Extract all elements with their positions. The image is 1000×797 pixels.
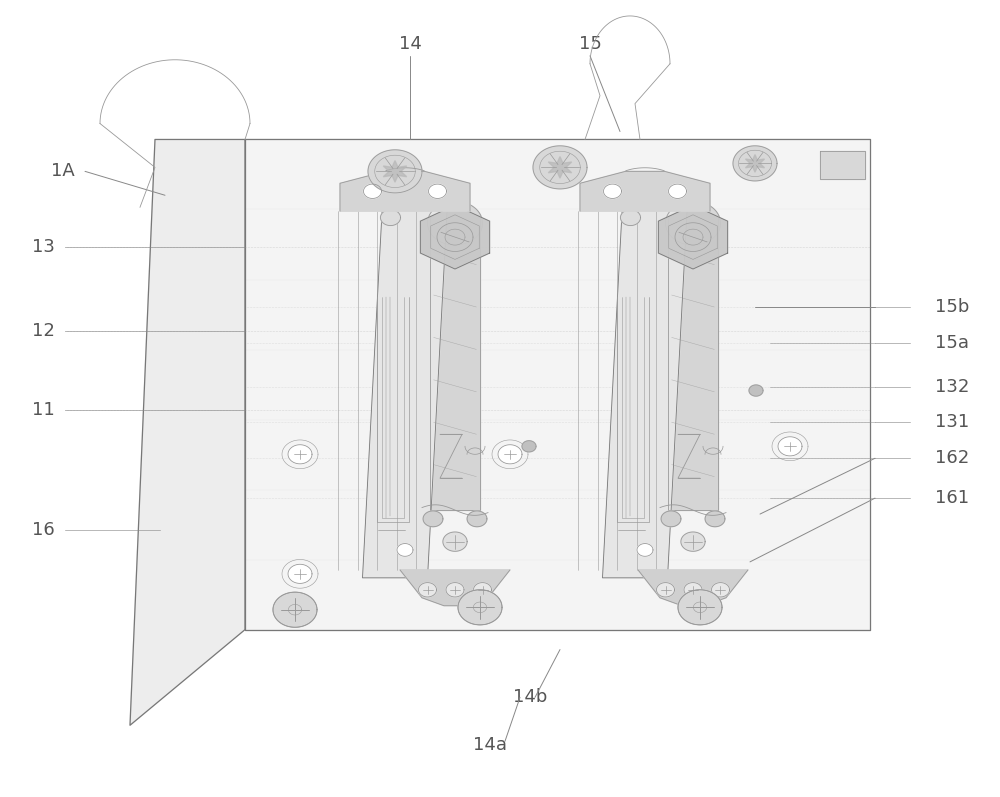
- Polygon shape: [420, 206, 490, 269]
- Polygon shape: [340, 171, 470, 211]
- Text: 14b: 14b: [513, 689, 547, 706]
- Text: 15a: 15a: [935, 334, 969, 351]
- Polygon shape: [580, 171, 710, 211]
- Polygon shape: [621, 210, 641, 226]
- Polygon shape: [130, 139, 245, 725]
- Polygon shape: [419, 583, 436, 597]
- Polygon shape: [383, 161, 407, 183]
- Polygon shape: [443, 532, 467, 552]
- Polygon shape: [602, 203, 688, 578]
- Polygon shape: [778, 437, 802, 456]
- Text: 132: 132: [935, 378, 969, 395]
- Text: 15: 15: [579, 35, 601, 53]
- Polygon shape: [712, 583, 729, 597]
- Polygon shape: [400, 570, 510, 606]
- Polygon shape: [604, 184, 622, 198]
- Polygon shape: [522, 441, 536, 452]
- Polygon shape: [705, 511, 725, 527]
- Text: 11: 11: [32, 402, 55, 419]
- Text: 12: 12: [32, 322, 55, 340]
- Text: 13: 13: [32, 238, 55, 256]
- Polygon shape: [273, 592, 317, 627]
- Polygon shape: [820, 151, 865, 179]
- Polygon shape: [288, 445, 312, 464]
- Polygon shape: [498, 445, 522, 464]
- Polygon shape: [364, 184, 382, 198]
- Polygon shape: [368, 150, 422, 193]
- Polygon shape: [749, 385, 763, 396]
- Text: 14: 14: [399, 35, 421, 53]
- Polygon shape: [381, 210, 401, 226]
- Text: 1A: 1A: [51, 163, 75, 180]
- Text: 131: 131: [935, 414, 969, 431]
- Polygon shape: [681, 532, 705, 552]
- Polygon shape: [467, 511, 487, 527]
- Polygon shape: [658, 206, 728, 269]
- Polygon shape: [245, 139, 870, 630]
- Polygon shape: [548, 156, 572, 179]
- Text: 162: 162: [935, 450, 969, 467]
- Polygon shape: [397, 544, 413, 556]
- Polygon shape: [474, 583, 492, 597]
- Text: 16: 16: [32, 521, 55, 539]
- Text: 161: 161: [935, 489, 969, 507]
- Polygon shape: [638, 570, 748, 606]
- Text: 15b: 15b: [935, 298, 969, 316]
- Polygon shape: [430, 218, 480, 510]
- Polygon shape: [288, 564, 312, 583]
- Polygon shape: [733, 146, 777, 181]
- Polygon shape: [668, 218, 718, 510]
- Polygon shape: [446, 583, 464, 597]
- Polygon shape: [678, 590, 722, 625]
- Polygon shape: [745, 155, 765, 172]
- Polygon shape: [657, 583, 674, 597]
- Polygon shape: [684, 583, 702, 597]
- Polygon shape: [669, 184, 686, 198]
- Text: 14a: 14a: [473, 736, 507, 754]
- Polygon shape: [661, 511, 681, 527]
- Polygon shape: [637, 544, 653, 556]
- Polygon shape: [423, 511, 443, 527]
- Polygon shape: [533, 146, 587, 189]
- Polygon shape: [428, 202, 483, 245]
- Polygon shape: [458, 590, 502, 625]
- Polygon shape: [363, 203, 448, 578]
- Polygon shape: [666, 202, 720, 245]
- Polygon shape: [429, 184, 446, 198]
